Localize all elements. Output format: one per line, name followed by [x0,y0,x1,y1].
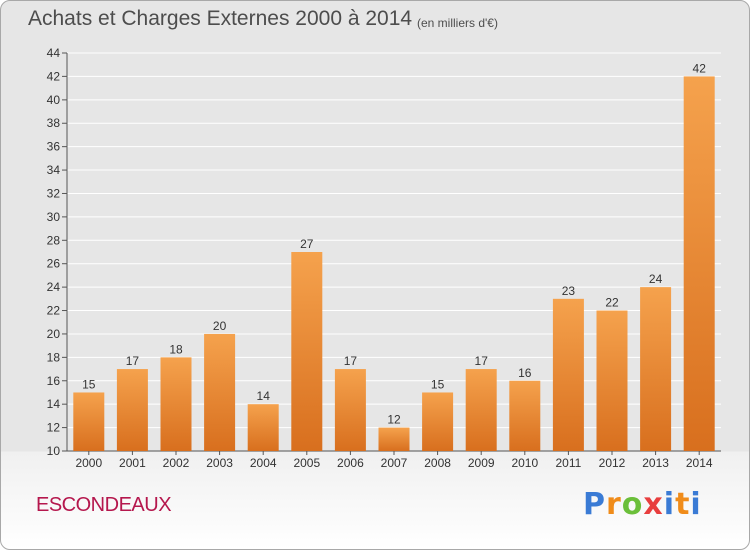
bar [552,298,584,451]
bar [334,369,366,451]
y-tick-label: 42 [47,69,61,83]
bar [160,357,192,451]
data-label: 16 [518,366,532,380]
data-label: 22 [605,296,619,310]
y-tick-label: 24 [47,280,61,294]
y-tick-label: 36 [47,140,61,154]
y-tick-label: 12 [47,421,61,435]
y-tick-label: 10 [47,444,61,458]
data-label: 17 [475,354,489,368]
x-tick-label: 2007 [381,456,408,470]
data-label: 24 [649,272,663,286]
y-tick-label: 34 [47,163,61,177]
bar [465,369,497,451]
x-tick-label: 2000 [75,456,102,470]
x-tick-label: 2003 [206,456,233,470]
y-tick-label: 30 [47,210,61,224]
data-label: 20 [213,319,227,333]
y-tick-label: 20 [47,327,61,341]
data-label: 17 [126,354,140,368]
x-tick-label: 2011 [555,456,581,470]
x-tick-label: 2014 [686,456,713,470]
bar [378,427,410,451]
y-tick-label: 22 [47,304,61,318]
x-tick-label: 2012 [599,456,626,470]
x-tick-label: 2006 [337,456,364,470]
y-tick-label: 40 [47,93,61,107]
y-tick-label: 18 [47,350,61,364]
proxiti-logo: Proxiti [583,487,702,522]
data-label: 23 [562,284,576,298]
x-tick-label: 2009 [468,456,495,470]
data-label: 27 [300,237,314,251]
y-tick-label: 38 [47,116,61,130]
x-tick-label: 2002 [163,456,190,470]
chart-title: Achats et Charges Externes 2000 à 2014 [28,7,413,30]
y-tick-label: 14 [47,397,61,411]
x-tick-label: 2010 [511,456,538,470]
commune-name: ESCONDEAUX [36,494,172,516]
bar [204,333,236,451]
y-tick-label: 32 [47,186,61,200]
bar [596,310,628,451]
x-tick-label: 2008 [424,456,451,470]
chart-unit: (en milliers d'€) [417,16,498,30]
bar [73,392,105,451]
data-label: 15 [82,377,96,391]
y-tick-label: 28 [47,233,61,247]
bar [291,252,323,451]
bar [247,404,279,451]
bar [640,287,672,451]
y-tick-label: 26 [47,257,61,271]
bar [683,76,715,451]
data-label: 18 [169,342,183,356]
y-tick-label: 44 [47,46,61,60]
bar [422,392,454,451]
bar [509,380,541,451]
x-tick-label: 2001 [119,456,146,470]
data-label: 15 [431,377,445,391]
x-tick-label: 2013 [642,456,669,470]
x-tick-label: 2004 [250,456,277,470]
data-label: 14 [257,389,271,403]
data-label: 12 [387,413,401,427]
x-tick-label: 2005 [293,456,320,470]
data-label: 42 [693,61,707,75]
bar [116,369,148,451]
y-tick-label: 16 [47,374,61,388]
data-label: 17 [344,354,358,368]
